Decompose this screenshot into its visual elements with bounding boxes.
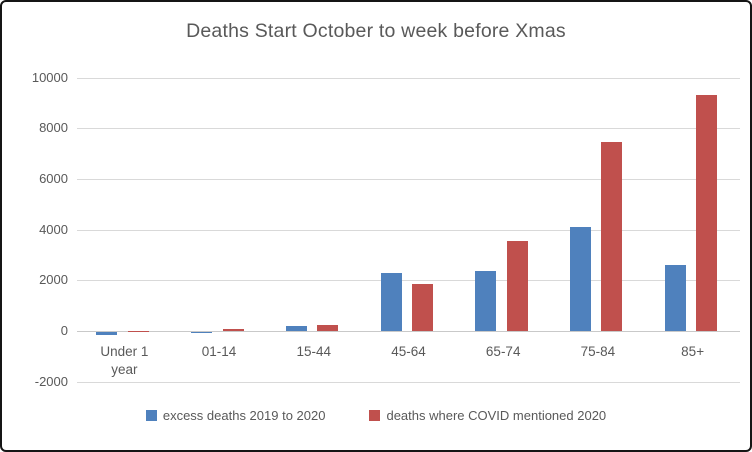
y-tick-label: 8000 bbox=[39, 120, 68, 136]
gridline bbox=[77, 280, 740, 282]
gridline bbox=[77, 178, 740, 180]
x-category-label: 85+ bbox=[681, 344, 705, 359]
y-tick-label: 6000 bbox=[39, 170, 68, 186]
bar-blue bbox=[285, 326, 307, 331]
y-tick-label: -2000 bbox=[34, 373, 68, 389]
bar-blue bbox=[569, 227, 591, 331]
legend-label: deaths where COVID mentioned 2020 bbox=[386, 408, 607, 423]
x-category-label: Under 1 year bbox=[100, 344, 149, 377]
y-tick-label: 2000 bbox=[39, 272, 68, 288]
bar-blue bbox=[664, 264, 686, 331]
x-category-label: 01-14 bbox=[201, 344, 237, 359]
bar-red bbox=[412, 283, 433, 331]
x-category-label: 65-74 bbox=[485, 344, 521, 359]
bar-red bbox=[696, 94, 718, 331]
y-tick-label: 4000 bbox=[39, 221, 68, 237]
bar-blue bbox=[96, 332, 118, 335]
legend-label: excess deaths 2019 to 2020 bbox=[162, 408, 326, 423]
bar-red bbox=[601, 141, 623, 331]
legend-swatch-blue bbox=[145, 410, 157, 421]
bar-blue bbox=[380, 273, 402, 331]
gridline bbox=[77, 229, 740, 231]
legend-item-excess-deaths: excess deaths 2019 to 2020 bbox=[145, 408, 326, 423]
bar-red bbox=[506, 240, 528, 331]
gridline bbox=[77, 331, 740, 332]
y-tick-label: 10000 bbox=[31, 69, 68, 85]
x-category-label: 75-84 bbox=[580, 344, 616, 359]
gridline bbox=[77, 128, 740, 130]
gridline bbox=[77, 381, 740, 383]
chart-title: Deaths Start October to week before Xmas bbox=[186, 20, 566, 42]
bar-red bbox=[317, 325, 339, 331]
x-category-label: 45-64 bbox=[391, 344, 426, 359]
x-category-label: 15-44 bbox=[296, 344, 332, 359]
y-tick-label: 0 bbox=[60, 323, 68, 338]
legend: excess deaths 2019 to 2020 deaths where … bbox=[2, 408, 750, 423]
bar-blue bbox=[191, 332, 213, 334]
legend-item-covid-deaths: deaths where COVID mentioned 2020 bbox=[369, 408, 606, 423]
bar-red bbox=[222, 329, 244, 331]
bar-blue bbox=[475, 270, 497, 331]
gridline bbox=[77, 77, 740, 79]
legend-swatch-red bbox=[369, 410, 381, 421]
